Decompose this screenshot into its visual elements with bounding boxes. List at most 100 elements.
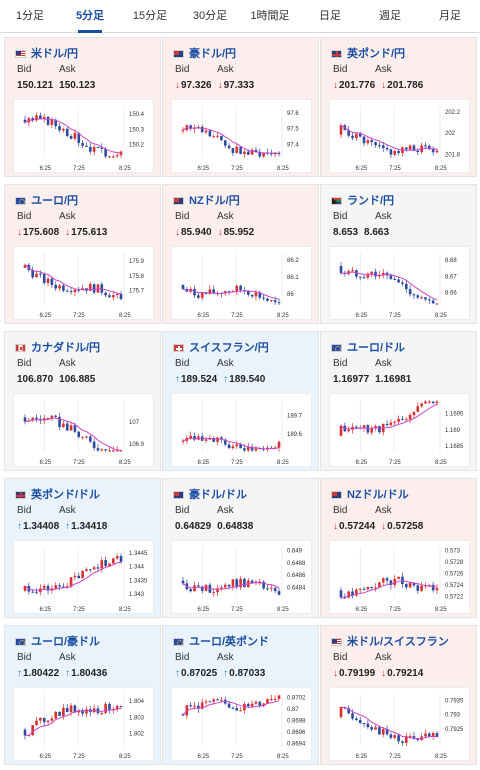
- mini-chart[interactable]: 175.9 175.8 175.7 6:25 7:25 8:25: [13, 246, 154, 320]
- rate-card[interactable]: NZドル/円 Bid Ask ↓85.940 ↓85.952 86.2 86.1 86 6:25…: [162, 184, 319, 324]
- pair-link[interactable]: ユーロ/英ポンド: [173, 633, 269, 649]
- mini-chart[interactable]: 0.573 0.5728 0.5726 0.5724 0.5722 6:25 7:25 8:2…: [329, 540, 470, 614]
- candle-body: [35, 417, 38, 420]
- mini-chart[interactable]: 1.1695 1.169 1.1685 6:25 7:25 8:25: [329, 393, 470, 467]
- x-tick-label: 8:25: [119, 460, 131, 466]
- rate-card[interactable]: 英ポンド/ドル Bid Ask ↑1.34408 ↑1.34418 1.3445 1.344…: [4, 478, 161, 618]
- x-tick-label: 6:25: [39, 754, 51, 760]
- rate-card[interactable]: ユーロ/ドル Bid Ask 1.16977 1.16981 1.1695 1.169 1.1…: [320, 331, 477, 471]
- pair-link[interactable]: ユーロ/円: [15, 192, 78, 208]
- rate-card[interactable]: 米ドル/円 Bid Ask 150.121 150.123 150.4 150.3 150.2…: [4, 37, 161, 177]
- rate-card[interactable]: スイスフラン/円 Bid Ask ↑189.524 ↑189.540 189.7 189.6…: [162, 331, 319, 471]
- chart-svg: 1.3445 1.344 1.3435 1.343 6:25 7:25 8:25: [23, 547, 148, 613]
- tab-4[interactable]: 1時間足: [250, 10, 290, 22]
- candle-body: [258, 701, 262, 707]
- candle-body: [81, 710, 84, 714]
- rate-card[interactable]: ランド/円 Bid Ask 8.653 8.663 8.68 8.67 8.66 6:25 7:2…: [320, 184, 477, 324]
- mini-chart[interactable]: 150.4 150.3 150.2 6:25 7:25 8:25: [13, 99, 154, 173]
- candle-body: [181, 440, 185, 442]
- candle-body: [277, 695, 281, 699]
- candle-body: [108, 703, 111, 711]
- rate-card[interactable]: 豪ドル/円 Bid Ask ↓97.326 ↓97.333 97.6 97.5 97.4 6:2…: [162, 37, 319, 177]
- flag-us-icon: [331, 638, 342, 646]
- tab-0[interactable]: 1分足: [15, 10, 45, 22]
- pair-link[interactable]: スイスフラン/円: [173, 339, 269, 355]
- pair-link[interactable]: ユーロ/豪ドル: [15, 633, 100, 649]
- arrow-up-icon: ↑: [223, 668, 229, 679]
- y-tick-label: 1.3445: [129, 551, 148, 557]
- mini-chart[interactable]: 1.3445 1.344 1.3435 1.343 6:25 7:25 8:25: [13, 540, 154, 614]
- candle-body: [81, 570, 84, 579]
- mini-chart[interactable]: 1.804 1.803 1.802 6:25 7:25 8:25: [13, 687, 154, 761]
- moving-average-line: [182, 581, 280, 590]
- rate-card[interactable]: 英ポンド/円 Bid Ask ↓201.776 ↓201.786 202.2 202 201.…: [320, 37, 477, 177]
- candle-body: [31, 591, 34, 593]
- y-tick-label: 1.802: [129, 732, 145, 738]
- candle-body: [362, 277, 366, 279]
- pair-link[interactable]: 英ポンド/ドル: [15, 486, 100, 502]
- mini-chart[interactable]: 0.8702 0.87 0.8698 0.8696 0.8694 6:25 7:25 8:25: [171, 687, 312, 761]
- mini-chart[interactable]: 202.2 202 201.8 6:25 7:25 8:25: [329, 99, 470, 173]
- rate-card[interactable]: ユーロ/豪ドル Bid Ask ↑1.80422 ↑1.80436 1.804 1.803 1…: [4, 625, 161, 765]
- price-values: ↑1.34408 ↑1.34418: [17, 521, 113, 532]
- ask-label: Ask: [217, 211, 234, 222]
- tab-5[interactable]: 日足: [319, 10, 341, 22]
- mini-chart[interactable]: 0.7935 0.793 0.7925 6:25 7:25 8:25: [329, 687, 470, 761]
- candle-body: [258, 581, 262, 583]
- candle-body: [77, 431, 81, 438]
- candle-body: [104, 560, 107, 566]
- candle-body: [81, 436, 84, 438]
- tab-3[interactable]: 30分足: [192, 10, 228, 22]
- y-tick-label: 0.8698: [287, 719, 306, 725]
- rate-card[interactable]: 米ドル/スイスフラン Bid Ask ↓0.79199 ↓0.79214 0.7935 0.…: [320, 625, 477, 765]
- moving-average-line: [24, 118, 122, 154]
- pair-link[interactable]: 豪ドル/ドル: [173, 486, 247, 502]
- mini-chart[interactable]: 8.68 8.67 8.66 6:25 7:25 8:25: [329, 246, 470, 320]
- mini-chart[interactable]: 107 106.9 6:25 7:25 8:25: [13, 393, 154, 467]
- candle-body: [431, 149, 435, 153]
- pair-link[interactable]: NZドル/円: [173, 192, 240, 208]
- candle-body: [370, 271, 374, 274]
- y-tick-label: 0.5722: [445, 595, 464, 601]
- flag-us-icon: [15, 50, 26, 58]
- pair-link[interactable]: ランド/円: [331, 192, 394, 208]
- pair-link[interactable]: 豪ドル/円: [173, 45, 236, 61]
- rate-card[interactable]: NZドル/ドル Bid Ask ↓0.57244 ↓0.57258 0.573 0.5728…: [320, 478, 477, 618]
- candle-body: [231, 707, 235, 709]
- rate-card[interactable]: カナダドル/円 Bid Ask 106.870 106.885 107 106.9 6:25 7…: [4, 331, 161, 471]
- pair-link[interactable]: 英ポンド/円: [331, 45, 405, 61]
- mini-chart[interactable]: 189.7 189.6 6:25 7:25 8:25: [171, 393, 312, 467]
- tab-1[interactable]: 5分足: [60, 0, 120, 33]
- candle-body: [119, 151, 123, 156]
- candle-body: [385, 578, 389, 581]
- price-values: ↓175.608 ↓175.613: [17, 227, 113, 238]
- tab-2[interactable]: 15分足: [132, 10, 168, 22]
- pair-link[interactable]: 米ドル/円: [15, 45, 78, 61]
- pair-link[interactable]: NZドル/ドル: [331, 486, 409, 502]
- rate-card[interactable]: ユーロ/円 Bid Ask ↓175.608 ↓175.613 175.9 175.8 175…: [4, 184, 161, 324]
- candle-body: [351, 270, 354, 272]
- rate-card[interactable]: 豪ドル/ドル Bid Ask 0.64829 0.64838 0.649 0.6488 0.6…: [162, 478, 319, 618]
- bid-value: 189.524: [181, 374, 218, 385]
- candle-body: [46, 586, 50, 591]
- candle-body: [73, 289, 77, 293]
- candle-body: [62, 285, 65, 291]
- candle-body: [397, 576, 400, 579]
- candle-body: [88, 284, 92, 291]
- candle-body: [77, 289, 81, 291]
- mini-chart[interactable]: 0.649 0.6488 0.6486 0.6484 6:25 7:25 8:25: [171, 540, 312, 614]
- candle-body: [381, 728, 385, 735]
- tab-7[interactable]: 月足: [439, 10, 461, 22]
- pair-link[interactable]: 米ドル/スイスフラン: [331, 633, 449, 649]
- tab-6[interactable]: 週足: [379, 10, 401, 22]
- candle-body: [119, 294, 123, 300]
- pair-link[interactable]: カナダドル/円: [15, 339, 100, 355]
- mini-chart[interactable]: 86.2 86.1 86 6:25 7:25 8:25: [171, 246, 312, 320]
- y-tick-label: 175.8: [129, 274, 145, 280]
- candle-body: [374, 727, 377, 730]
- mini-chart[interactable]: 97.6 97.5 97.4 6:25 7:25 8:25: [171, 99, 312, 173]
- y-tick-label: 0.7925: [445, 727, 464, 733]
- pair-link[interactable]: ユーロ/ドル: [331, 339, 405, 355]
- rate-card[interactable]: ユーロ/英ポンド Bid Ask ↑0.87025 ↑0.87033 0.8702 0.87…: [162, 625, 319, 765]
- ask-label: Ask: [59, 211, 76, 222]
